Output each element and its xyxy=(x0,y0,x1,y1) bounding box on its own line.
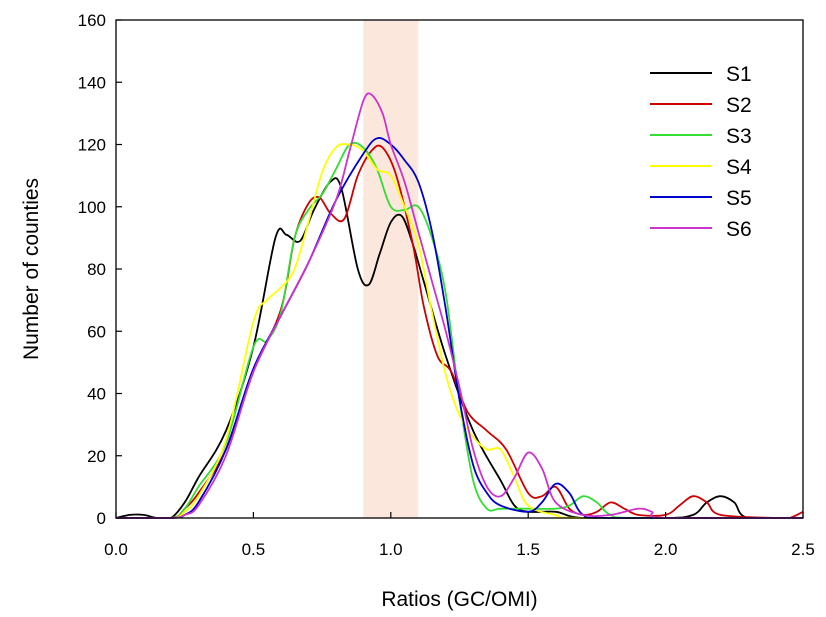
legend-label-s5: S5 xyxy=(726,187,752,210)
y-tick-label: 20 xyxy=(87,447,106,466)
series-line-s2 xyxy=(116,144,804,519)
ticks-layer: 0.0 0.5 1.0 1.5 2.0 2.5 0 20 40 60 80 100 120 140 160 xyxy=(78,11,815,559)
legend-label-s6: S6 xyxy=(726,218,752,241)
series-line-s6 xyxy=(116,92,803,519)
legend: S1 S2 S3 S4 S5 S6 xyxy=(650,63,752,241)
y-tick-label: 160 xyxy=(78,11,106,30)
y-tick-label: 140 xyxy=(78,73,106,92)
y-axis-label: Number of counties xyxy=(20,178,43,360)
legend-label-s4: S4 xyxy=(726,156,752,179)
x-tick-label: 2.5 xyxy=(791,540,815,559)
legend-label-s3: S3 xyxy=(726,125,752,148)
legend-label-s2: S2 xyxy=(726,94,752,117)
highlight-band xyxy=(363,20,419,518)
series-line-s3 xyxy=(116,141,803,519)
x-tick-label: 1.5 xyxy=(516,540,540,559)
x-tick-label: 0.5 xyxy=(242,540,266,559)
y-tick-label: 0 xyxy=(97,509,106,528)
y-tick-label: 120 xyxy=(78,136,106,155)
y-tick-label: 60 xyxy=(87,322,106,341)
y-tick-label: 40 xyxy=(87,385,106,404)
series-layer xyxy=(115,92,804,519)
legend-label-s1: S1 xyxy=(726,63,752,86)
x-tick-label: 1.0 xyxy=(379,540,403,559)
y-tick-label: 80 xyxy=(87,260,106,279)
x-tick-label: 2.0 xyxy=(654,540,678,559)
y-tick-label: 100 xyxy=(78,198,106,217)
x-axis-label: Ratios (GC/OMI) xyxy=(381,588,537,611)
highlight-band-layer xyxy=(363,20,419,518)
x-tick-label: 0.0 xyxy=(104,540,128,559)
series-line-s5 xyxy=(116,137,803,519)
